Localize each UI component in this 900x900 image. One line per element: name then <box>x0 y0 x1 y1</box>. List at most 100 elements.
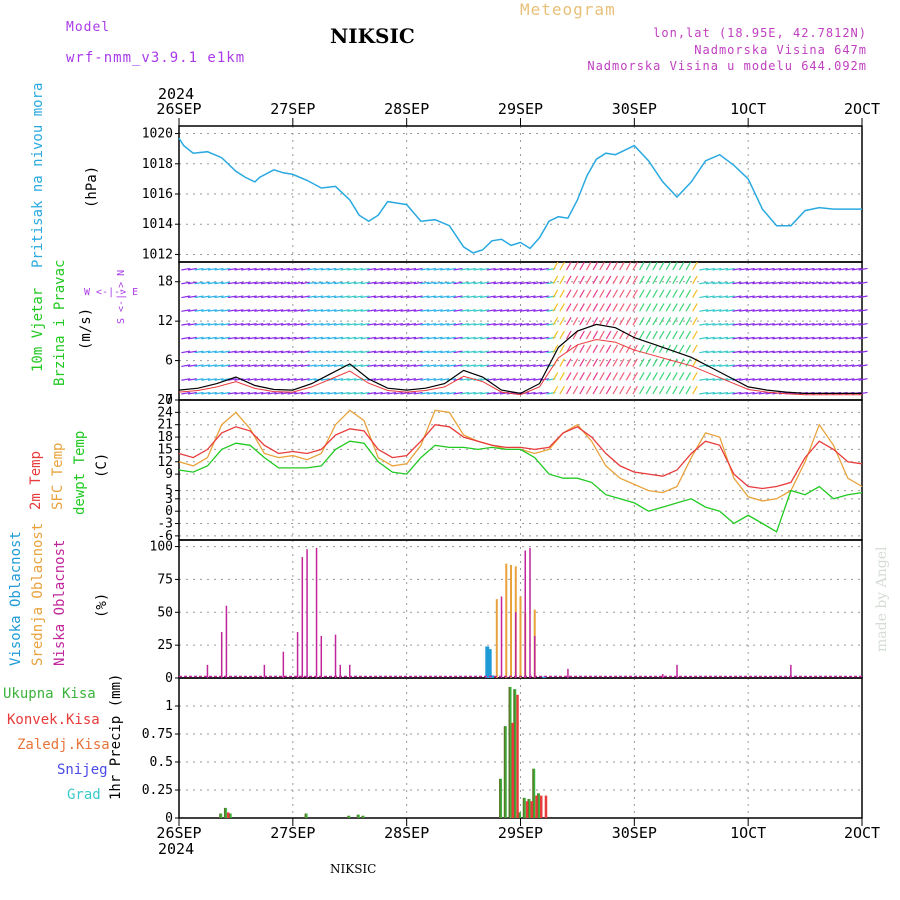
wind-arrow <box>373 350 383 354</box>
wind-arrow <box>705 350 715 354</box>
wind-arrow <box>453 295 463 299</box>
wind-arrow <box>658 317 665 326</box>
wind-arrow <box>565 330 572 340</box>
wind-arrow <box>658 358 665 367</box>
wind-arrow <box>387 322 397 326</box>
wind-arrow <box>778 322 788 326</box>
wind-arrow <box>446 364 456 368</box>
wind-arrow <box>400 391 410 395</box>
wind-arrow <box>845 378 855 381</box>
wind-arrow <box>327 267 337 271</box>
wind-arrow <box>254 350 264 354</box>
wind-arrow <box>486 364 496 368</box>
wind-arrow <box>314 336 324 340</box>
wind-arrow <box>260 322 271 326</box>
wind-arrow <box>254 336 264 340</box>
wind-arrow <box>539 309 549 312</box>
precip-total-bar <box>522 797 526 818</box>
wind-arrow <box>413 295 423 299</box>
wind-arrow <box>201 364 211 368</box>
wind-arrow <box>805 295 815 299</box>
wind-arrow <box>400 281 410 285</box>
wind-arrow <box>778 364 788 368</box>
wind-arrow <box>347 322 357 326</box>
wind-arrow <box>552 385 559 395</box>
wind-arrow <box>500 336 510 340</box>
wind-arrow <box>526 309 536 312</box>
wind-arrow <box>473 322 483 326</box>
wind-arrow <box>300 267 310 271</box>
wind-arrow <box>765 267 775 271</box>
precip-ytick-label: 0.75 <box>142 727 173 742</box>
wind-arrow <box>380 364 390 368</box>
wind-arrow <box>274 267 284 271</box>
wind-arrow <box>533 336 543 340</box>
wind-arrow <box>234 350 244 354</box>
cloud-low-bar <box>676 664 678 678</box>
cloud-low-bar <box>529 547 531 678</box>
wind-arrow <box>778 336 788 340</box>
time-label-top: 29SEP <box>498 100 543 118</box>
wind-arrow <box>585 358 592 367</box>
wind-arrow <box>758 364 769 368</box>
wind-arrow <box>778 295 788 299</box>
wind-arrow <box>725 295 735 299</box>
wind-arrow <box>327 309 337 312</box>
wind-arrow <box>460 322 470 326</box>
wind-arrow <box>685 372 692 381</box>
precip-total-bar <box>347 815 350 818</box>
wind-arrow <box>732 391 742 395</box>
wind-arrow <box>672 261 678 271</box>
wind-arrow <box>294 336 304 340</box>
wind-arrow <box>241 281 251 285</box>
wind-arrow <box>267 378 277 381</box>
wind-arrow <box>758 350 769 354</box>
wind-arrow <box>333 267 344 271</box>
wind-arrow <box>552 372 559 381</box>
precip-total-bar <box>536 793 540 818</box>
wind-arrow <box>625 289 632 298</box>
cloud-low-bar <box>206 664 209 678</box>
wind-arrow <box>380 309 390 312</box>
wind-arrow <box>294 378 304 381</box>
wind-arrow <box>426 281 437 285</box>
wind-arrow <box>420 295 430 299</box>
wind-arrow <box>413 267 423 271</box>
wind-arrow <box>201 281 211 285</box>
wind-arrow <box>340 267 350 271</box>
wind-arrow <box>446 336 456 340</box>
wind-arrow <box>845 336 855 340</box>
time-label-top: 28SEP <box>384 100 429 118</box>
wind-arrow <box>400 336 410 340</box>
wind-arrow <box>373 295 383 299</box>
wind-arrow <box>765 281 775 285</box>
wind-arrow <box>719 391 729 395</box>
wind-arrow <box>353 350 363 354</box>
wind-arrow <box>625 275 632 285</box>
wind-arrow <box>500 350 510 354</box>
wind-arrow <box>420 350 430 354</box>
wind-arrow <box>785 378 795 381</box>
wind-arrow <box>825 364 835 368</box>
model-label: Model <box>66 20 111 35</box>
wind-arrow <box>307 295 317 299</box>
wind-arrow <box>440 378 450 381</box>
wind-arrow <box>420 309 430 312</box>
wind-arrow <box>539 364 549 368</box>
wind-arrow <box>605 385 612 395</box>
wind-arrow <box>565 289 572 298</box>
wind-arrow <box>685 289 692 298</box>
precip-total-bar <box>304 813 308 818</box>
precip-conv-bar <box>226 812 230 818</box>
wind-arrow <box>685 330 692 340</box>
wind-arrow <box>552 275 559 285</box>
wind-arrow <box>692 317 698 326</box>
wind-arrow <box>625 261 632 271</box>
wind-arrow <box>572 385 579 395</box>
precip-conv-bar <box>539 795 543 818</box>
lonlat-text: lon,lat (18.95E, 42.7812N) <box>653 26 867 40</box>
wind-arrow <box>559 289 565 298</box>
wind-arrow <box>247 295 257 299</box>
wind-arrow <box>280 309 290 312</box>
wind-arrow <box>858 267 868 271</box>
